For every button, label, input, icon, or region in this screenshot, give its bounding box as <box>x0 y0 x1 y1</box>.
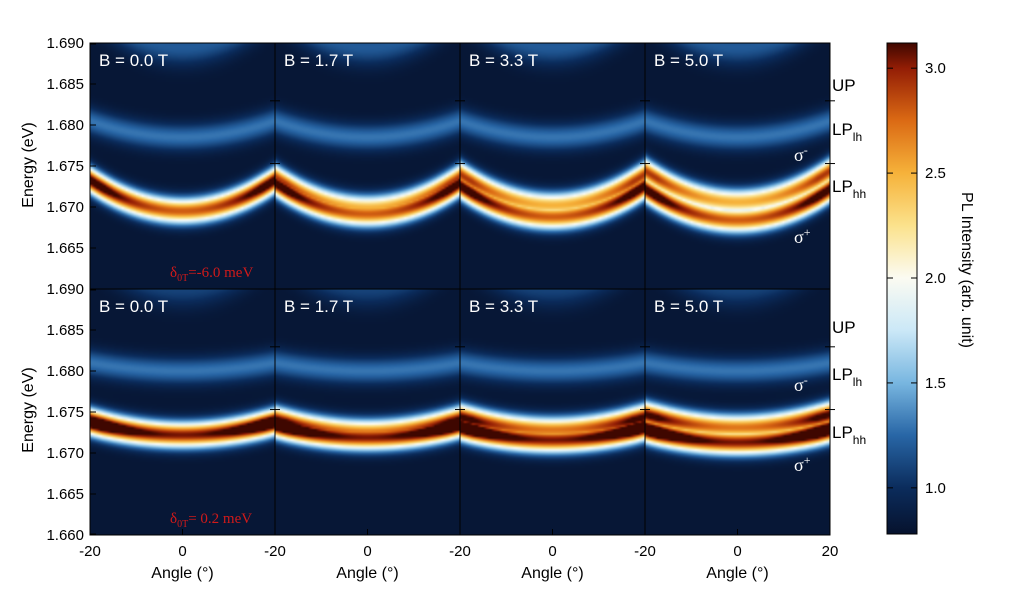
colorbar-tick-label: 3.0 <box>925 60 946 77</box>
sigma-superscript: + <box>804 453 811 467</box>
branch-name: LP <box>832 365 853 384</box>
y-tick-label: 1.690 <box>46 281 84 298</box>
heatmap-panel <box>90 289 275 535</box>
y-tick-label: 1.680 <box>46 117 84 134</box>
y-axis-label-top: Energy (eV) <box>20 122 37 207</box>
x-axis-label: Angle (°) <box>336 565 398 582</box>
detuning-subscript: 0T <box>177 273 188 284</box>
y-tick-label: 1.665 <box>46 240 84 257</box>
sigma-symbol: σ <box>794 455 804 475</box>
colorbar-tick-label: 1.5 <box>925 375 946 392</box>
field-label: B = 5.0 T <box>654 297 723 316</box>
y-tick-label: 1.660 <box>46 527 84 544</box>
branch-name: LP <box>832 177 853 196</box>
x-tick-label: -20 <box>634 543 656 560</box>
branch-label: LPhh <box>832 423 866 447</box>
detuning-label: δ0T= 0.2 meV <box>170 511 252 530</box>
detuning-label: δ0T=-6.0 meV <box>170 265 253 284</box>
branch-label: UP <box>832 318 856 337</box>
colorbar-tick-label: 2.5 <box>925 165 946 182</box>
x-tick-label: -20 <box>79 543 101 560</box>
x-axis-label: Angle (°) <box>521 565 583 582</box>
x-tick-label: -20 <box>449 543 471 560</box>
colorbar <box>886 42 918 535</box>
y-tick-label: 1.670 <box>46 445 84 462</box>
heatmap-panel <box>645 289 830 535</box>
y-tick-label: 1.685 <box>46 322 84 339</box>
axes: 1.690 1.685 1.680 1.675 1.670 1.665 1.690 1.685… <box>46 35 838 582</box>
y-tick-label: 1.685 <box>46 76 84 93</box>
heatmap-panel <box>645 43 830 289</box>
x-tick-label: -20 <box>264 543 286 560</box>
sigma-symbol: σ <box>794 227 804 247</box>
polarization-label: σ- <box>794 143 808 165</box>
x-axis-label: Angle (°) <box>151 565 213 582</box>
field-label: B = 1.7 T <box>284 297 353 316</box>
branch-subscript: lh <box>853 375 862 389</box>
x-tick-label: 20 <box>822 543 839 560</box>
field-label: B = 0.0 T <box>99 297 168 316</box>
y-tick-label: 1.665 <box>46 486 84 503</box>
branch-label: LPhh <box>832 177 866 201</box>
heatmap-panel <box>90 43 275 289</box>
branch-subscript: hh <box>853 187 866 201</box>
sigma-superscript: - <box>804 373 808 387</box>
detuning-symbol: δ <box>170 265 177 281</box>
x-tick-label: 0 <box>178 543 186 560</box>
colorbar-ticks: 3.0 2.5 2.0 1.5 1.0 <box>887 60 946 497</box>
branch-name: UP <box>832 76 856 95</box>
detuning-value: = 0.2 meV <box>188 511 252 527</box>
y-tick-label: 1.670 <box>46 199 84 216</box>
branch-name: LP <box>832 120 853 139</box>
detuning-subscript: 0T <box>177 519 188 530</box>
colorbar-tick-label: 2.0 <box>925 270 946 287</box>
sigma-superscript: + <box>804 225 811 239</box>
branch-label: LPlh <box>832 365 862 389</box>
polarization-label: σ+ <box>794 453 811 475</box>
field-label: B = 5.0 T <box>654 51 723 70</box>
branch-name: UP <box>832 318 856 337</box>
field-label: B = 3.3 T <box>469 297 538 316</box>
branch-subscript: lh <box>853 130 862 144</box>
field-label: B = 1.7 T <box>284 51 353 70</box>
sigma-superscript: - <box>804 143 808 157</box>
colorbar-label: PL Intensity (arb. unit) <box>958 192 975 348</box>
x-tick-label: 0 <box>363 543 371 560</box>
heatmap-panel <box>275 43 460 289</box>
sigma-symbol: σ <box>794 145 804 165</box>
detuning-symbol: δ <box>170 511 177 527</box>
y-axis-label-bottom: Energy (eV) <box>20 367 37 452</box>
detuning-value: =-6.0 meV <box>188 265 253 281</box>
colorbar-tick-label: 1.0 <box>925 480 946 497</box>
heatmap-panel <box>460 289 645 535</box>
y-tick-label: 1.690 <box>46 35 84 52</box>
branch-label: LPlh <box>832 120 862 144</box>
y-tick-label: 1.675 <box>46 158 84 175</box>
heatmap-panel <box>460 43 645 289</box>
branch-name: LP <box>832 423 853 442</box>
polarization-label: σ- <box>794 373 808 395</box>
polarization-label: σ+ <box>794 225 811 247</box>
y-tick-label: 1.675 <box>46 404 84 421</box>
x-tick-label: 0 <box>733 543 741 560</box>
sigma-symbol: σ <box>794 375 804 395</box>
heatmap-panels <box>90 43 830 535</box>
branch-label: UP <box>832 76 856 95</box>
y-tick-label: 1.680 <box>46 363 84 380</box>
heatmap-panel <box>275 289 460 535</box>
field-label: B = 0.0 T <box>99 51 168 70</box>
field-label: B = 3.3 T <box>469 51 538 70</box>
x-axis-label: Angle (°) <box>706 565 768 582</box>
branch-subscript: hh <box>853 433 866 447</box>
x-tick-label: 0 <box>548 543 556 560</box>
